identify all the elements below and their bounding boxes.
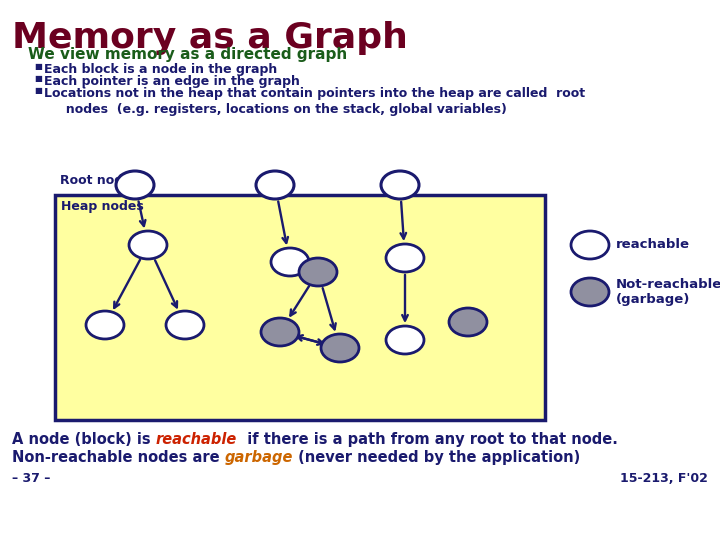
Text: Not-reachable
(garbage): Not-reachable (garbage): [616, 278, 720, 307]
Text: if there is a path from any root to that node.: if there is a path from any root to that…: [237, 432, 618, 447]
Ellipse shape: [129, 231, 167, 259]
Text: Each pointer is an edge in the graph: Each pointer is an edge in the graph: [44, 75, 300, 88]
Ellipse shape: [256, 171, 294, 199]
Text: (never needed by the application): (never needed by the application): [293, 450, 580, 465]
Text: reachable: reachable: [156, 432, 237, 447]
Ellipse shape: [381, 171, 419, 199]
Text: Non-reachable nodes are: Non-reachable nodes are: [12, 450, 225, 465]
Text: garbage: garbage: [225, 450, 293, 465]
Ellipse shape: [86, 311, 124, 339]
Ellipse shape: [321, 334, 359, 362]
Ellipse shape: [261, 318, 299, 346]
Text: Root nodes: Root nodes: [60, 174, 139, 187]
Text: Locations not in the heap that contain pointers into the heap are called  root
 : Locations not in the heap that contain p…: [44, 87, 585, 116]
Text: A node (block) is: A node (block) is: [12, 432, 156, 447]
Ellipse shape: [271, 248, 309, 276]
Ellipse shape: [386, 244, 424, 272]
Text: We view memory as a directed graph: We view memory as a directed graph: [28, 47, 347, 62]
Text: ■: ■: [34, 74, 42, 83]
Text: – 37 –: – 37 –: [12, 472, 50, 485]
Ellipse shape: [386, 326, 424, 354]
FancyBboxPatch shape: [55, 195, 545, 420]
Ellipse shape: [166, 311, 204, 339]
Text: ■: ■: [34, 62, 42, 71]
Text: Memory as a Graph: Memory as a Graph: [12, 21, 408, 55]
Text: ■: ■: [34, 86, 42, 95]
Ellipse shape: [116, 171, 154, 199]
Ellipse shape: [571, 278, 609, 306]
Text: reachable: reachable: [616, 239, 690, 252]
Ellipse shape: [449, 308, 487, 336]
Text: Each block is a node in the graph: Each block is a node in the graph: [44, 63, 277, 76]
Text: Heap nodes: Heap nodes: [61, 200, 144, 213]
Text: 15-213, F'02: 15-213, F'02: [620, 472, 708, 485]
Ellipse shape: [571, 231, 609, 259]
Ellipse shape: [299, 258, 337, 286]
